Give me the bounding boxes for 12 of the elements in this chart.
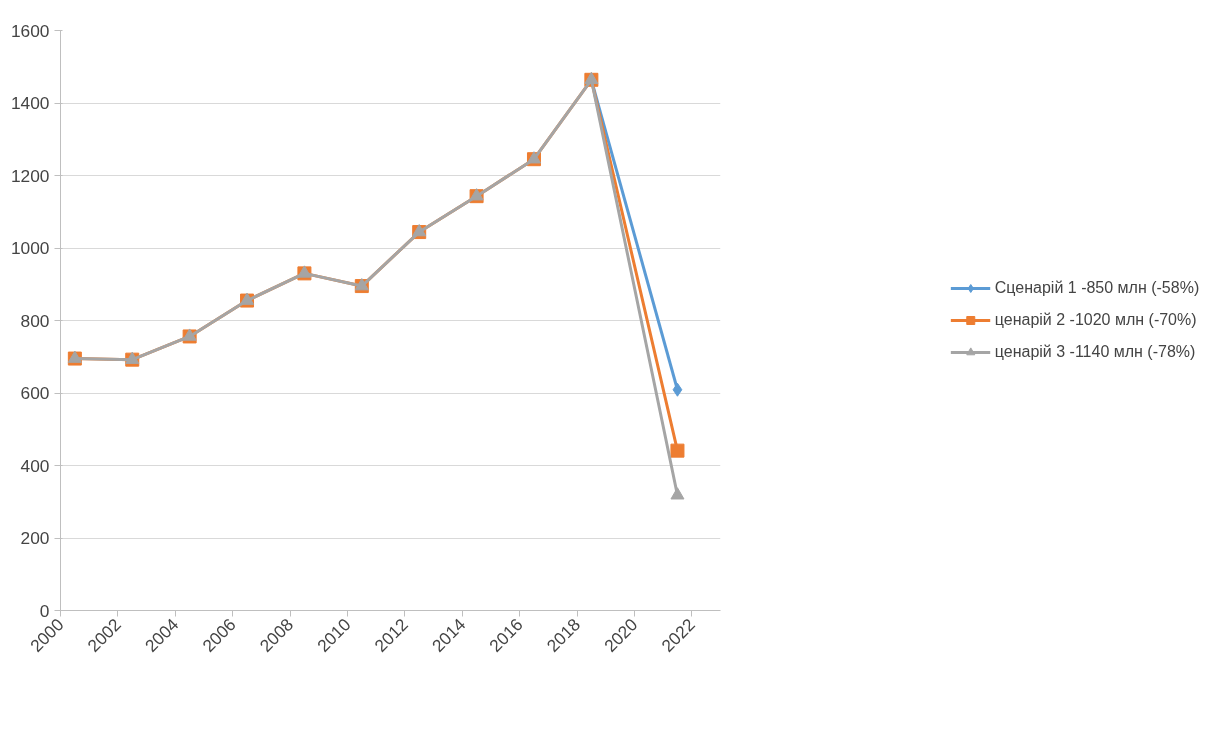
legend-label: Сценарій 1 -850 млн (-58%) <box>994 279 1200 297</box>
y-tick-label: 400 <box>20 455 50 476</box>
y-tick-label: 200 <box>20 528 50 548</box>
y-tick-label: 600 <box>20 383 50 403</box>
y-tick-label: 800 <box>20 310 50 331</box>
legend-label: ценарій 3 -1140 млн (-78%) <box>994 343 1196 361</box>
y-tick-label: 0 <box>39 600 50 621</box>
y-tick-label: 1200 <box>10 165 50 186</box>
y-tick-label: 1000 <box>10 238 50 258</box>
y-tick-label: 1400 <box>10 93 50 113</box>
y-tick-label: 1600 <box>10 20 50 41</box>
legend-label: ценарій 2 -1020 млн (-70%) <box>994 311 1197 329</box>
